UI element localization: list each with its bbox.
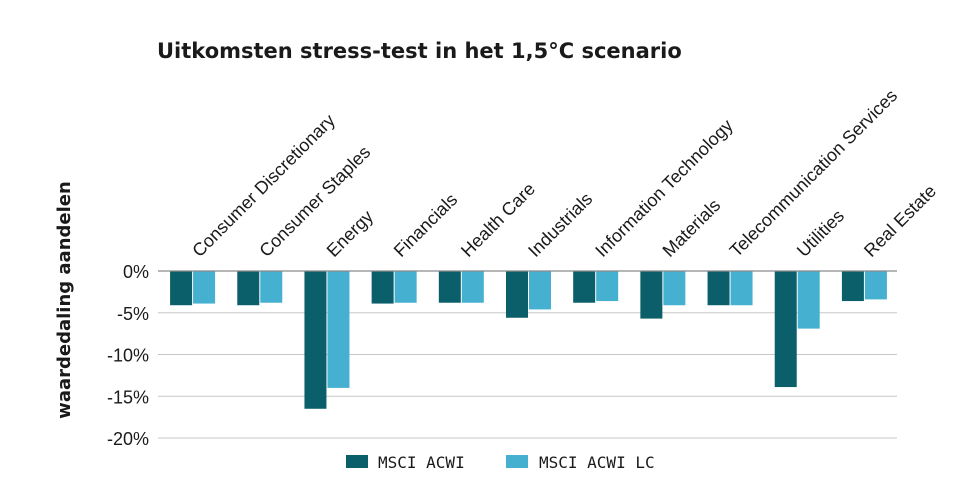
x-tick-label: Industrials (524, 189, 596, 261)
bar-msci-acwi-telecommunication-services (707, 271, 730, 306)
chart-title: Uitkomsten stress-test in het 1,5°C scen… (157, 39, 682, 63)
bar-msci-acwi-consumer-staples (237, 271, 260, 306)
x-tick-label: Materials (659, 195, 725, 261)
bar-msci-acwi-lc-industrials (529, 271, 551, 310)
bar-msci-acwi-lc-energy (327, 271, 350, 388)
x-tick-label: Financials (390, 189, 461, 260)
bar-msci-acwi-lc-health-care (461, 271, 484, 303)
x-tick-label: Real Estate (860, 181, 940, 261)
y-tick-label: -5% (117, 304, 149, 324)
y-tick-label: 0% (123, 262, 149, 282)
bar-msci-acwi-consumer-discretionary (170, 271, 193, 306)
bars (170, 271, 887, 409)
legend-swatch-msci-acwi (346, 455, 368, 468)
bar-msci-acwi-utilities (774, 271, 797, 388)
bar-msci-acwi-real-estate (841, 271, 864, 302)
bar-msci-acwi-lc-telecommunication-services (730, 271, 753, 306)
bar-msci-acwi-lc-utilities (797, 271, 820, 329)
legend: MSCI ACWI MSCI ACWI LC (346, 453, 655, 472)
bar-msci-acwi-health-care (438, 271, 461, 303)
x-tick-label: Energy (323, 206, 377, 260)
bar-msci-acwi-information-technology (573, 271, 596, 303)
legend-label-msci-acwi-lc: MSCI ACWI LC (539, 453, 655, 472)
bar-msci-acwi-lc-financials (394, 271, 417, 303)
bar-msci-acwi-lc-materials (663, 271, 686, 306)
bar-msci-acwi-industrials (506, 271, 528, 318)
y-tick-label: -20% (107, 429, 149, 449)
x-tick-label: Information Technology (591, 115, 737, 261)
y-tick-label: -10% (107, 346, 149, 366)
y-axis-ticks: 0% -5% -10% -15% -20% (107, 262, 149, 449)
bar-msci-acwi-energy (304, 271, 327, 409)
y-tick-label: -15% (107, 387, 149, 407)
x-tick-label: Consumer Staples (255, 142, 374, 261)
y-axis-label: waardedaling aandelen (54, 181, 75, 419)
legend-swatch-msci-acwi-lc (506, 455, 528, 468)
bar-msci-acwi-financials (371, 271, 394, 304)
legend-label-msci-acwi: MSCI ACWI (378, 453, 465, 472)
bar-msci-acwi-materials (640, 271, 663, 319)
bar-msci-acwi-lc-information-technology (596, 271, 619, 302)
bar-msci-acwi-lc-consumer-staples (260, 271, 283, 303)
bar-msci-acwi-lc-real-estate (864, 271, 887, 300)
bar-msci-acwi-lc-consumer-discretionary (193, 271, 216, 304)
x-tick-label: Utilities (793, 206, 848, 261)
